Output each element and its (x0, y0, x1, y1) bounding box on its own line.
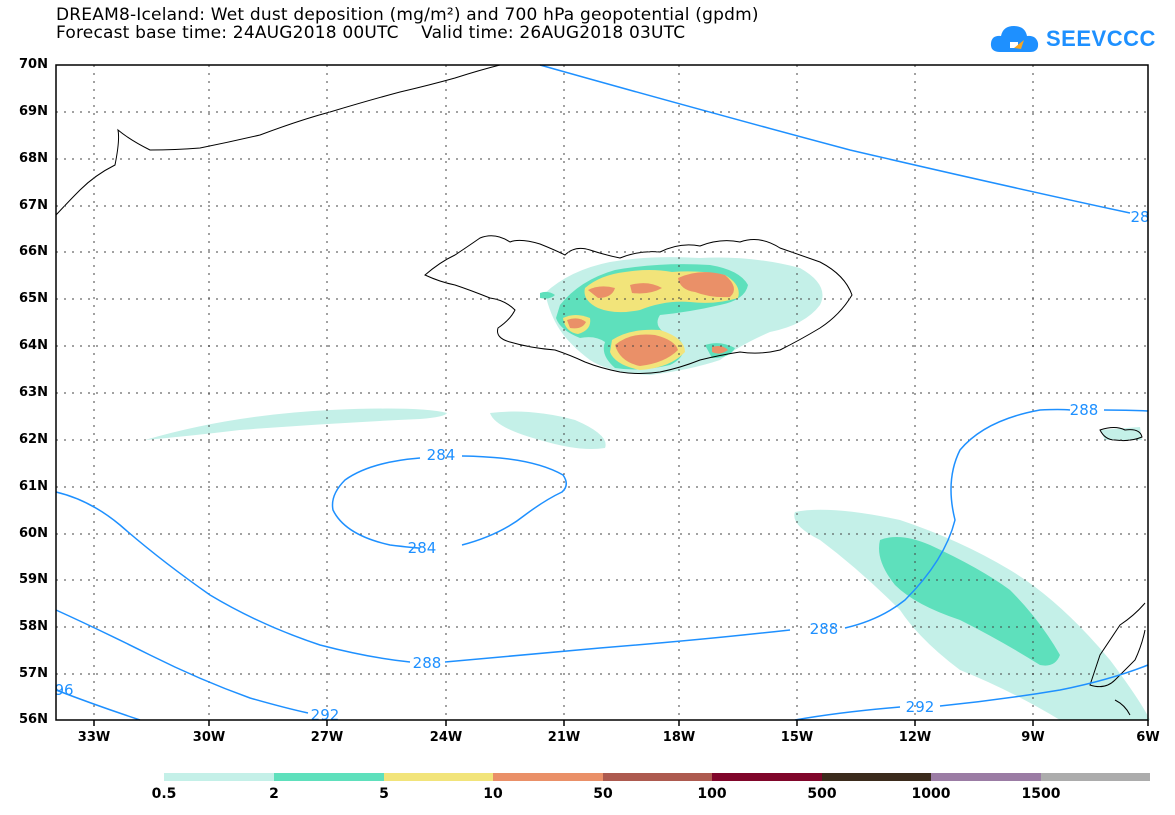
cloud-icon (990, 26, 1039, 52)
legend-label: 5 (379, 786, 389, 802)
lon-label: 27W (310, 730, 344, 745)
legend-label: 0.5 (151, 786, 177, 802)
contour-label: 292 (311, 706, 340, 724)
lat-label: 68N (19, 151, 48, 166)
geopotential-contours (55, 64, 1149, 721)
lat-label: 64N (19, 338, 48, 353)
legend-swatch (384, 773, 493, 781)
contour-label: 284 (408, 539, 437, 557)
lon-label: 24W (429, 730, 463, 745)
contour-label: 28 (1130, 208, 1149, 226)
lon-label: 30W (192, 730, 226, 745)
lat-label: 56N (19, 712, 48, 727)
legend-swatch (164, 773, 274, 781)
map-frame (55, 64, 1149, 721)
dust-shading-orange (567, 272, 734, 366)
legend-label: 50 (593, 786, 613, 802)
lat-label: 61N (19, 479, 48, 494)
contour-label: 288 (1070, 401, 1099, 419)
seevccc-logo: SEEVCCC (988, 18, 1155, 58)
lon-label: 15W (780, 730, 814, 745)
logo-text: SEEVCCC (1046, 26, 1156, 51)
contour-label: 288 (810, 620, 839, 638)
coastlines (55, 64, 1146, 716)
legend-swatch (931, 773, 1041, 781)
lat-label: 58N (19, 619, 48, 634)
dust-shading-medium (540, 264, 1060, 666)
contour-label: 96 (54, 681, 73, 699)
lat-label: 59N (19, 572, 48, 587)
lon-label: 33W (77, 730, 111, 745)
lat-label: 60N (19, 526, 48, 541)
legend-label: 1500 (1021, 786, 1061, 802)
legend-label: 100 (697, 786, 727, 802)
lat-label: 67N (19, 198, 48, 213)
lat-label: 57N (19, 666, 48, 681)
map-subtitle: Forecast base time: 24AUG2018 00UTC Vali… (56, 23, 686, 43)
lat-label: 70N (19, 57, 48, 72)
lon-label: 21W (547, 730, 581, 745)
legend-swatch (822, 773, 931, 781)
legend-label: 2 (269, 786, 279, 802)
map-title: DREAM8-Iceland: Wet dust deposition (mg/… (56, 5, 759, 25)
legend-label: 500 (807, 786, 837, 802)
lat-label: 63N (19, 385, 48, 400)
lat-label: 69N (19, 104, 48, 119)
lon-label: 6W (1136, 730, 1160, 745)
legend-label: 10 (483, 786, 503, 802)
lat-label: 62N (19, 432, 48, 447)
legend-swatch (274, 773, 384, 781)
contour-label: 288 (413, 654, 442, 672)
legend-label: 1000 (911, 786, 951, 802)
legend-swatch (712, 773, 822, 781)
lon-label: 18W (662, 730, 696, 745)
lat-label: 66N (19, 244, 48, 259)
contour-label: 292 (906, 698, 935, 716)
contour-label: 284 (427, 446, 456, 464)
legend-swatch (493, 773, 603, 781)
legend-swatch (603, 773, 712, 781)
legend-swatch (1041, 773, 1150, 781)
graticule (56, 65, 1148, 720)
lon-label: 9W (1021, 730, 1045, 745)
lon-label: 12W (898, 730, 932, 745)
lat-label: 65N (19, 291, 48, 306)
